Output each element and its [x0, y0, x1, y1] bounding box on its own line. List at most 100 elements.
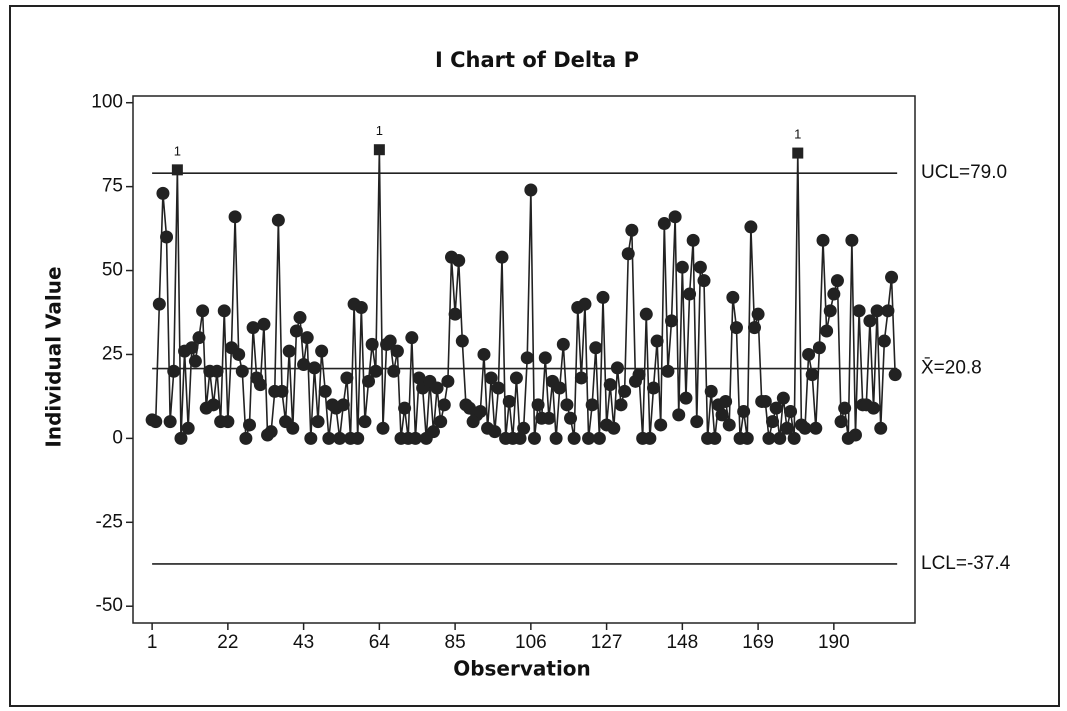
- data-point: [870, 304, 884, 318]
- data-point: [293, 311, 307, 325]
- data-point: [340, 371, 354, 385]
- data-point: [729, 321, 743, 335]
- data-point: [228, 210, 242, 224]
- x-tick-label: 190: [818, 632, 850, 653]
- data-point: [802, 347, 816, 361]
- flagged-point: [171, 164, 183, 176]
- y-tick-label: 25: [102, 343, 123, 364]
- x-tick-label: 148: [666, 632, 698, 653]
- x-tick-label: 169: [742, 632, 774, 653]
- data-point: [257, 317, 271, 331]
- data-point: [354, 300, 368, 314]
- data-point: [286, 421, 300, 435]
- data-point: [210, 364, 224, 378]
- x-tick-label: 43: [293, 632, 314, 653]
- y-axis-title: Individual Value: [42, 266, 66, 447]
- data-point: [607, 421, 621, 435]
- flag-label: 1: [174, 143, 181, 158]
- data-point: [192, 331, 206, 345]
- data-point: [300, 331, 314, 345]
- data-point: [156, 186, 170, 200]
- data-point: [589, 341, 603, 355]
- data-point: [773, 431, 787, 445]
- data-point: [744, 220, 758, 234]
- data-point: [784, 405, 798, 419]
- flagged-point: [792, 147, 804, 159]
- data-point: [282, 344, 296, 358]
- data-point: [448, 307, 462, 321]
- x-tick-label: 1: [147, 632, 158, 653]
- data-point: [243, 418, 257, 432]
- data-point: [509, 371, 523, 385]
- data-point: [408, 431, 422, 445]
- data-point: [848, 428, 862, 442]
- data-point: [646, 381, 660, 395]
- data-point: [567, 431, 581, 445]
- data-point: [520, 351, 534, 365]
- flagged-point: [373, 144, 385, 156]
- data-point: [452, 253, 466, 267]
- data-point: [246, 321, 260, 335]
- data-point: [697, 274, 711, 288]
- data-point: [704, 384, 718, 398]
- data-point: [668, 210, 682, 224]
- data-point: [740, 431, 754, 445]
- data-point: [275, 384, 289, 398]
- data-point: [665, 314, 679, 328]
- data-point: [564, 411, 578, 425]
- data-point: [639, 307, 653, 321]
- data-point: [531, 398, 545, 412]
- data-point: [592, 431, 606, 445]
- data-point: [737, 405, 751, 419]
- data-point: [513, 431, 527, 445]
- data-point: [239, 431, 253, 445]
- data-point: [307, 361, 321, 375]
- data-point: [351, 431, 365, 445]
- data-point: [683, 287, 697, 301]
- data-point: [643, 431, 657, 445]
- data-point: [358, 415, 372, 429]
- data-point: [560, 398, 574, 412]
- data-point: [578, 297, 592, 311]
- data-point: [675, 260, 689, 274]
- data-point: [787, 431, 801, 445]
- control-limit-label: LCL=-37.4: [921, 553, 1011, 574]
- data-point: [502, 394, 516, 408]
- data-point: [455, 334, 469, 348]
- data-point: [549, 431, 563, 445]
- x-tick-label: 127: [591, 632, 623, 653]
- control-limit-label: UCL=79.0: [921, 162, 1007, 183]
- data-point: [206, 398, 220, 412]
- data-point: [333, 431, 347, 445]
- y-tick-label: -50: [96, 595, 123, 616]
- data-point: [654, 418, 668, 432]
- data-point: [369, 364, 383, 378]
- data-point: [253, 378, 267, 392]
- y-tick-label: 0: [112, 427, 123, 448]
- data-point: [769, 401, 783, 415]
- data-point: [874, 421, 888, 435]
- data-point: [693, 260, 707, 274]
- data-point: [766, 415, 780, 429]
- data-point: [632, 368, 646, 382]
- data-point: [852, 304, 866, 318]
- data-point: [776, 391, 790, 405]
- data-point: [232, 347, 246, 361]
- data-point: [336, 398, 350, 412]
- data-point: [596, 290, 610, 304]
- data-point: [441, 374, 455, 388]
- data-point: [751, 307, 765, 321]
- data-point: [816, 233, 830, 247]
- data-point: [181, 421, 195, 435]
- data-point: [867, 401, 881, 415]
- data-point: [845, 233, 859, 247]
- data-point: [574, 371, 588, 385]
- data-point: [877, 334, 891, 348]
- data-point: [318, 384, 332, 398]
- flag-label: 1: [794, 127, 801, 142]
- data-point: [538, 351, 552, 365]
- y-tick-label: 75: [102, 176, 123, 197]
- data-point: [834, 415, 848, 429]
- data-point: [289, 324, 303, 338]
- data-point: [838, 401, 852, 415]
